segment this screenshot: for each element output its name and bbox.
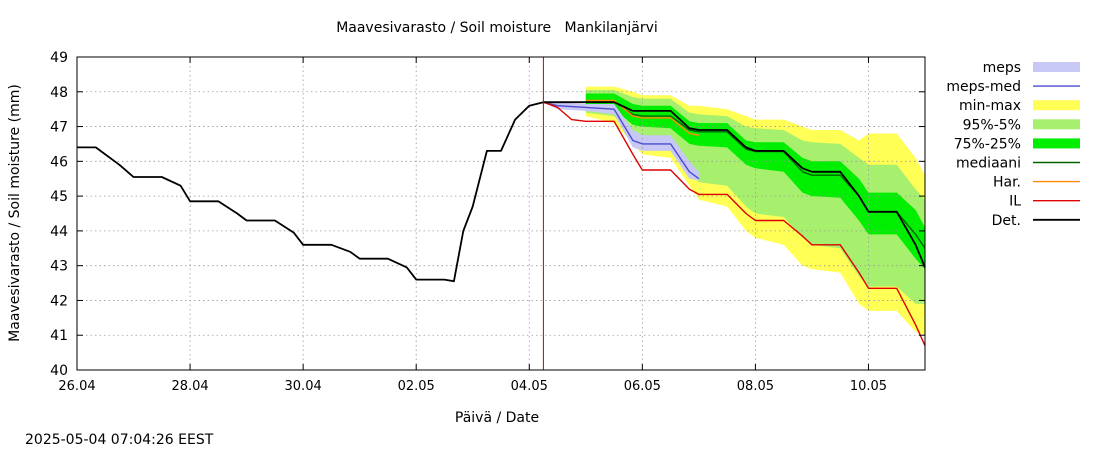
legend-label-mediaani: mediaani xyxy=(956,156,1021,172)
legend-label-har: Har. xyxy=(993,175,1021,191)
y-tick-label: 44 xyxy=(50,224,68,240)
x-tick-label: 30.04 xyxy=(285,379,322,394)
y-axis-label: Maavesivarasto / Soil moisture (mm) xyxy=(7,84,23,342)
x-tick-label: 28.04 xyxy=(171,379,208,394)
x-tick-label: 02.05 xyxy=(398,379,435,394)
x-tick-label: 08.05 xyxy=(737,379,774,394)
series-il xyxy=(543,101,926,346)
y-tick-label: 45 xyxy=(50,189,68,205)
y-tick-label: 48 xyxy=(50,85,68,101)
legend-label-75-25: 75%-25% xyxy=(954,136,1021,152)
legend-swatch-min-max xyxy=(1033,100,1080,111)
y-tick-label: 40 xyxy=(50,363,68,379)
plot-area: 40 41 42 43 44 45 46 47 48 49 26.04 28.04 30.04 02.05… xyxy=(50,50,926,394)
y-tick-label: 42 xyxy=(50,293,68,309)
chart-title: Maavesivarasto / Soil moisture Mankilanj… xyxy=(336,20,658,36)
band-meps xyxy=(543,102,699,181)
series-meps-med xyxy=(543,101,700,180)
legend-label-il: IL xyxy=(1009,194,1021,210)
legend-swatch-75-25 xyxy=(1033,138,1080,149)
legend-label-det: Det. xyxy=(992,213,1021,229)
band-75-25- xyxy=(585,93,925,270)
legend-label-95-5: 95%-5% xyxy=(963,117,1021,133)
y-tick-label: 47 xyxy=(50,120,68,136)
y-tick-label: 41 xyxy=(50,328,68,344)
series-har xyxy=(585,99,700,136)
x-axis-label: Päivä / Date xyxy=(455,410,539,426)
legend-swatch-meps xyxy=(1033,62,1080,72)
x-tick-label: 04.05 xyxy=(511,379,548,394)
legend: meps meps-med min-max 95%-5% 75%-25% mediaani… xyxy=(946,60,1080,229)
legend-label-min-max: min-max xyxy=(959,98,1021,114)
legend-label-meps: meps xyxy=(983,60,1021,76)
plot-frame xyxy=(76,56,926,371)
legend-label-meps-med: meps-med xyxy=(946,79,1021,95)
x-tick-label: 26.04 xyxy=(58,379,95,394)
legend-swatch-95-5 xyxy=(1033,119,1080,130)
x-tick-label: 06.05 xyxy=(624,379,661,394)
x-tick-label: 10.05 xyxy=(850,379,887,394)
series-det xyxy=(77,101,926,283)
y-tick-label: 49 xyxy=(50,50,68,66)
y-tick-label: 43 xyxy=(50,259,68,275)
timestamp-label: 2025-05-04 07:04:26 EEST xyxy=(25,432,214,448)
y-tick-label: 46 xyxy=(50,154,68,170)
